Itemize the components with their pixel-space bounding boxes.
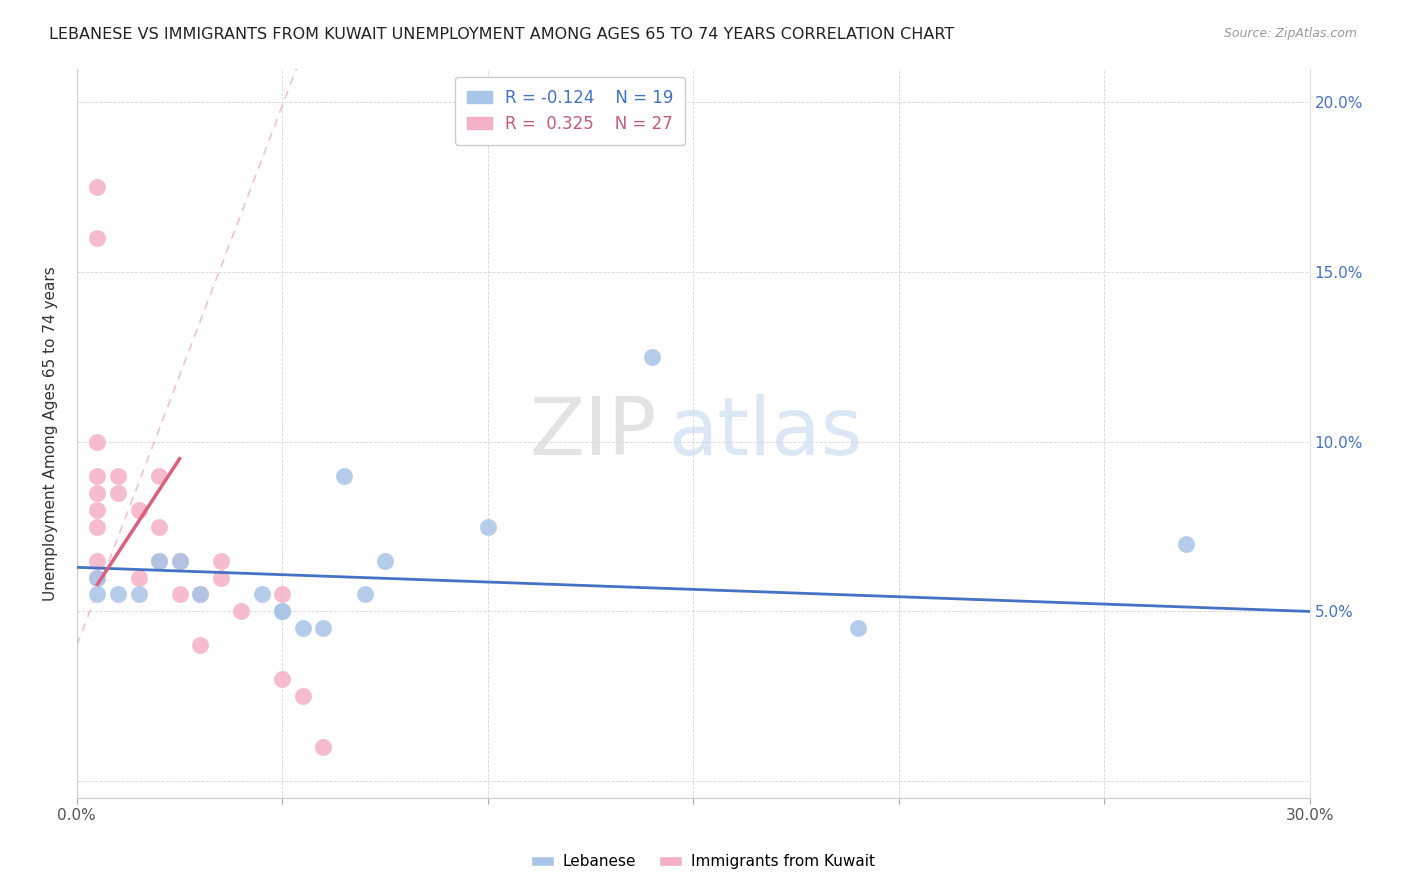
Point: [86, 180, 108, 194]
Point: [271, 587, 294, 601]
Y-axis label: Unemployment Among Ages 65 to 74 years: Unemployment Among Ages 65 to 74 years: [44, 266, 58, 600]
Point: [107, 587, 129, 601]
Point: [86, 587, 108, 601]
Point: [291, 621, 314, 635]
Point: [148, 468, 170, 483]
Point: [86, 502, 108, 516]
Point: [641, 350, 664, 364]
Point: [271, 673, 294, 687]
Point: [128, 587, 150, 601]
Point: [312, 621, 335, 635]
Point: [86, 570, 108, 584]
Point: [86, 434, 108, 449]
Point: [271, 604, 294, 618]
Point: [231, 604, 253, 618]
Point: [250, 587, 273, 601]
Point: [86, 485, 108, 500]
Point: [188, 587, 211, 601]
Point: [169, 553, 191, 567]
Point: [333, 468, 356, 483]
Point: [209, 553, 232, 567]
Point: [86, 468, 108, 483]
Point: [353, 587, 375, 601]
Point: [107, 468, 129, 483]
Point: [128, 502, 150, 516]
Point: [188, 639, 211, 653]
Point: [209, 570, 232, 584]
Point: [169, 553, 191, 567]
Point: [1175, 536, 1198, 550]
Point: [128, 570, 150, 584]
Point: [291, 690, 314, 704]
Point: [148, 519, 170, 533]
Legend: R = -0.124    N = 19, R =  0.325    N = 27: R = -0.124 N = 19, R = 0.325 N = 27: [456, 77, 685, 145]
Point: [86, 231, 108, 245]
Point: [374, 553, 396, 567]
Point: [148, 553, 170, 567]
Point: [188, 587, 211, 601]
Point: [86, 570, 108, 584]
Point: [148, 553, 170, 567]
Point: [107, 485, 129, 500]
Text: Source: ZipAtlas.com: Source: ZipAtlas.com: [1223, 27, 1357, 40]
Point: [169, 587, 191, 601]
Text: LEBANESE VS IMMIGRANTS FROM KUWAIT UNEMPLOYMENT AMONG AGES 65 TO 74 YEARS CORREL: LEBANESE VS IMMIGRANTS FROM KUWAIT UNEMP…: [49, 27, 955, 42]
Point: [86, 553, 108, 567]
Text: ZIP: ZIP: [529, 394, 657, 472]
Point: [477, 519, 499, 533]
Text: atlas: atlas: [669, 394, 863, 472]
Legend: Lebanese, Immigrants from Kuwait: Lebanese, Immigrants from Kuwait: [524, 848, 882, 875]
Point: [846, 621, 869, 635]
Point: [312, 740, 335, 755]
Point: [271, 604, 294, 618]
Point: [86, 519, 108, 533]
